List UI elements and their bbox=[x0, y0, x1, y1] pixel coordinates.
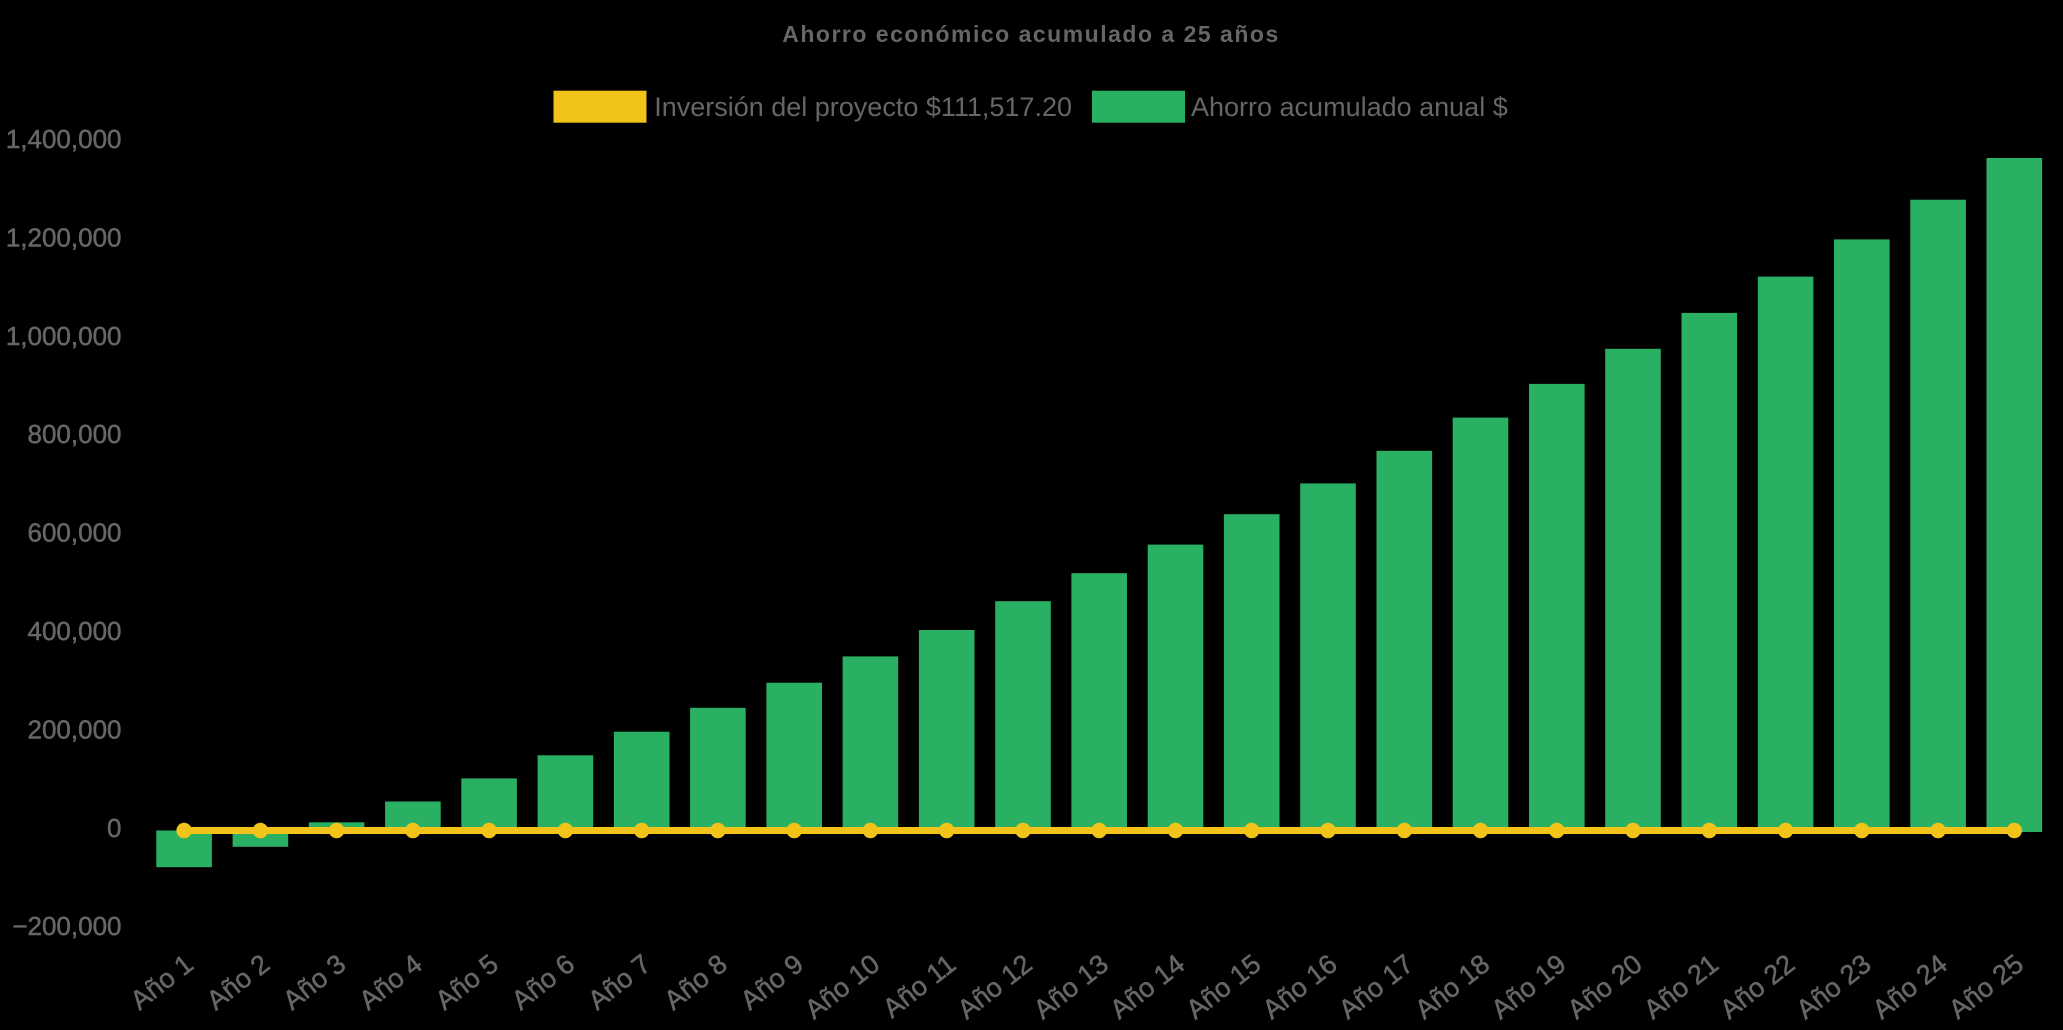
svg-text:−200,000: −200,000 bbox=[12, 911, 121, 941]
svg-text:Ahorro acumulado anual $: Ahorro acumulado anual $ bbox=[1191, 92, 1508, 122]
svg-text:Ahorro económico acumulado a 2: Ahorro económico acumulado a 25 años bbox=[782, 21, 1280, 47]
svg-text:200,000: 200,000 bbox=[28, 714, 122, 744]
svg-text:600,000: 600,000 bbox=[28, 518, 122, 548]
svg-text:400,000: 400,000 bbox=[28, 616, 122, 646]
svg-text:800,000: 800,000 bbox=[28, 419, 122, 449]
svg-text:0: 0 bbox=[107, 813, 121, 843]
svg-text:1,400,000: 1,400,000 bbox=[6, 124, 122, 154]
svg-text:Inversión del proyecto $111,51: Inversión del proyecto $111,517.20 bbox=[654, 92, 1072, 122]
svg-text:1,000,000: 1,000,000 bbox=[6, 321, 122, 351]
svg-text:1,200,000: 1,200,000 bbox=[6, 222, 122, 252]
